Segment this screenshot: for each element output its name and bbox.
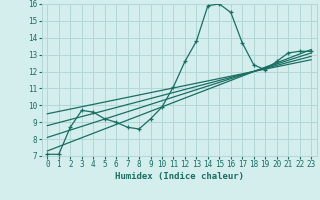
X-axis label: Humidex (Indice chaleur): Humidex (Indice chaleur) [115, 172, 244, 181]
